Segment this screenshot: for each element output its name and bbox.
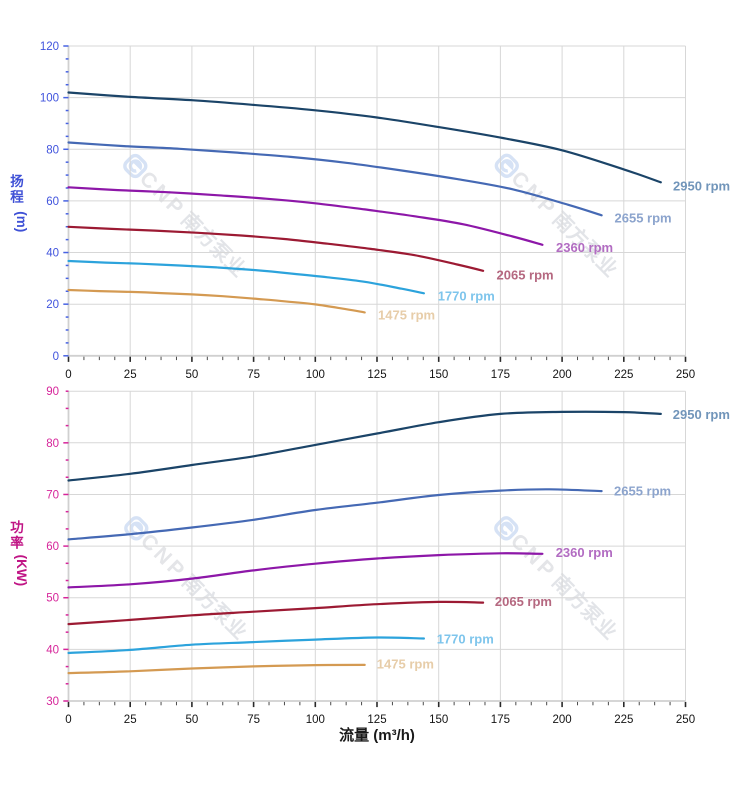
svg-text:150: 150	[429, 369, 448, 381]
svg-text:50: 50	[186, 714, 199, 726]
svg-text:80: 80	[46, 144, 59, 156]
svg-text:175: 175	[491, 714, 510, 726]
svg-text:200: 200	[553, 714, 572, 726]
svg-text:225: 225	[614, 714, 633, 726]
svg-text:100: 100	[306, 714, 325, 726]
svg-text:(KW): (KW)	[14, 555, 29, 586]
svg-text:2655 rpm: 2655 rpm	[614, 484, 671, 499]
svg-text:40: 40	[46, 248, 59, 260]
svg-text:扬: 扬	[10, 173, 24, 189]
svg-text:(m): (m)	[14, 211, 29, 232]
svg-text:80: 80	[46, 438, 59, 450]
svg-text:25: 25	[124, 369, 137, 381]
svg-text:75: 75	[247, 714, 260, 726]
svg-text:2065 rpm: 2065 rpm	[497, 267, 554, 282]
svg-text:250: 250	[676, 369, 695, 381]
svg-text:200: 200	[553, 369, 572, 381]
svg-text:40: 40	[46, 644, 59, 656]
svg-text:150: 150	[429, 714, 448, 726]
svg-text:60: 60	[46, 541, 59, 553]
svg-text:2950 rpm: 2950 rpm	[673, 179, 730, 194]
svg-text:功: 功	[10, 520, 24, 535]
svg-text:2950 rpm: 2950 rpm	[673, 407, 730, 422]
svg-text:2065 rpm: 2065 rpm	[495, 594, 552, 609]
svg-text:流量 (m³/h): 流量 (m³/h)	[339, 726, 415, 744]
svg-text:75: 75	[247, 369, 260, 381]
svg-text:225: 225	[614, 369, 633, 381]
svg-text:120: 120	[40, 41, 59, 53]
svg-text:1770 rpm: 1770 rpm	[437, 631, 494, 646]
svg-text:30: 30	[46, 696, 59, 708]
svg-text:20: 20	[46, 299, 59, 311]
svg-text:50: 50	[186, 369, 199, 381]
svg-text:0: 0	[53, 351, 59, 363]
svg-text:程: 程	[10, 190, 24, 205]
svg-text:125: 125	[367, 369, 386, 381]
svg-text:2360 rpm: 2360 rpm	[556, 545, 613, 560]
svg-text:100: 100	[306, 369, 325, 381]
svg-text:100: 100	[40, 93, 59, 105]
svg-text:50: 50	[46, 593, 59, 605]
svg-text:250: 250	[676, 714, 695, 726]
svg-text:1475 rpm: 1475 rpm	[378, 308, 435, 323]
svg-text:0: 0	[65, 714, 71, 726]
svg-text:125: 125	[367, 714, 386, 726]
svg-text:率: 率	[10, 535, 24, 551]
svg-text:90: 90	[46, 386, 59, 398]
svg-text:70: 70	[46, 490, 59, 502]
svg-text:0: 0	[65, 369, 71, 381]
svg-text:2655 rpm: 2655 rpm	[615, 211, 672, 226]
svg-text:1475 rpm: 1475 rpm	[377, 657, 434, 672]
svg-text:1770 rpm: 1770 rpm	[438, 289, 495, 304]
svg-text:60: 60	[46, 196, 59, 208]
svg-text:25: 25	[124, 714, 137, 726]
svg-text:2360 rpm: 2360 rpm	[556, 240, 613, 255]
svg-text:175: 175	[491, 369, 510, 381]
